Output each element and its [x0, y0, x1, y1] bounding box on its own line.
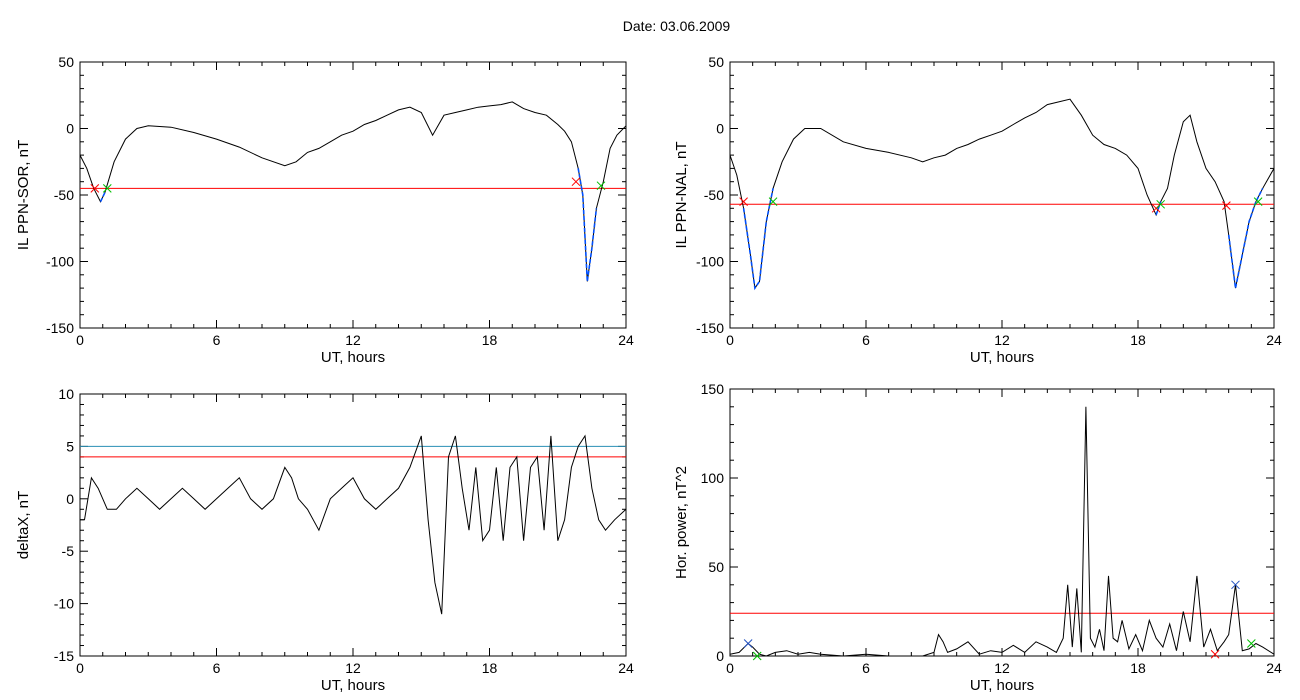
x-tick-label: 18 [482, 332, 498, 348]
event-marker-start [90, 183, 100, 193]
marker-stroke [1231, 580, 1240, 590]
y-tick-label: -5 [62, 543, 75, 559]
series-line [79, 101, 627, 282]
x-tick-label: 18 [1130, 332, 1146, 348]
event-segment [99, 191, 106, 203]
event-marker-peak [1231, 580, 1240, 590]
x-tick-label: 24 [1266, 660, 1282, 676]
x-tick-label: 12 [345, 332, 361, 348]
x-axis-label: UT, hours [321, 677, 385, 694]
marker-stroke [90, 183, 100, 193]
x-tick-label: 6 [862, 332, 870, 348]
marker-stroke [752, 651, 762, 661]
x-axis-label: UT, hours [970, 349, 1034, 366]
y-tick-label: -50 [54, 187, 74, 203]
plot-frame [729, 61, 1275, 329]
plot-frame [79, 61, 627, 329]
y-tick-label: 100 [701, 470, 725, 486]
page-title: Date: 03.06.2009 [622, 18, 731, 34]
y-tick-label: 0 [716, 648, 724, 664]
marker-stroke [571, 177, 581, 187]
event-marker-peak [743, 639, 753, 648]
y-tick-label: 0 [66, 121, 74, 137]
chart-deltax: 0 6 12 18 24 -15 -10 -5 0 5 10 UT, hours deltaX, nT [15, 386, 634, 694]
event-segment [742, 188, 774, 291]
y-tick-label: 0 [716, 121, 724, 137]
y-tick-label: -150 [696, 320, 724, 336]
y-axis-label: IL PPN-NAL, nT [673, 142, 690, 249]
marker-stroke [1210, 649, 1220, 659]
x-tick-label: 6 [213, 332, 221, 348]
chart-hor-power: 0 6 12 18 24 0 50 100 150 UT, hours Hor. power, nT… [673, 381, 1282, 694]
x-tick-label: 24 [618, 332, 634, 348]
x-tick-label: 18 [482, 660, 498, 676]
series-line [80, 434, 627, 615]
y-tick-label: 0 [66, 491, 74, 507]
y-tick-label: 50 [58, 54, 74, 70]
x-tick-label: 0 [726, 332, 734, 348]
event-marker-end [1246, 639, 1256, 648]
x-tick-label: 0 [76, 660, 84, 676]
y-axis-label: IL PPN-SOR, nT [15, 140, 32, 250]
y-tick-label: -15 [54, 648, 74, 664]
y-axis-label: Hor. power, nT^2 [673, 466, 690, 579]
event-marker-end [596, 181, 606, 191]
x-tick-label: 0 [76, 332, 84, 348]
y-tick-label: -100 [696, 254, 724, 270]
x-tick-label: 12 [994, 660, 1010, 676]
y-tick-label: 5 [66, 438, 74, 454]
y-tick-label: -50 [704, 187, 724, 203]
x-tick-label: 0 [726, 660, 734, 676]
event-segment [1227, 187, 1264, 289]
event-marker-end [1253, 197, 1263, 207]
event-marker-start [1222, 201, 1231, 210]
marker-stroke [1253, 197, 1263, 207]
y-tick-label: -150 [46, 320, 74, 336]
y-tick-label: 50 [708, 559, 724, 575]
event-marker-end [102, 183, 112, 193]
event-marker-start [739, 197, 748, 207]
marker-stroke [1222, 201, 1231, 210]
x-tick-label: 12 [994, 332, 1010, 348]
marker-stroke [1246, 639, 1256, 648]
x-tick-label: 18 [1130, 660, 1146, 676]
series-line [729, 98, 1275, 290]
event-marker-end [768, 197, 778, 207]
marker-stroke [102, 183, 112, 193]
event-marker-start [571, 177, 581, 187]
marker-stroke [596, 181, 606, 191]
event-marker-end [1156, 199, 1166, 209]
marker-stroke [743, 639, 753, 648]
x-tick-label: 6 [862, 660, 870, 676]
x-tick-label: 6 [213, 660, 221, 676]
event-segment [1155, 201, 1162, 216]
series-line [729, 406, 1275, 657]
marker-stroke [1156, 199, 1166, 209]
marker-stroke [768, 197, 778, 207]
y-tick-label: -10 [54, 596, 74, 612]
chart-ppn-nal: 0 6 12 18 24 -150 -100 -50 0 50 UT, hours IL PPN-NA… [673, 54, 1282, 366]
y-tick-label: -100 [46, 254, 74, 270]
y-tick-label: 50 [708, 54, 724, 70]
chart-ppn-sor: 0 6 12 18 24 -150 -100 -50 0 50 UT, hours IL PPN-SO… [15, 54, 634, 366]
y-tick-label: 10 [58, 386, 74, 402]
marker-stroke [739, 197, 748, 207]
event-marker-start [1210, 649, 1220, 659]
x-tick-label: 12 [345, 660, 361, 676]
x-tick-label: 24 [618, 660, 634, 676]
y-axis-label: deltaX, nT [15, 491, 32, 559]
x-axis-label: UT, hours [321, 349, 385, 366]
x-axis-label: UT, hours [970, 677, 1034, 694]
x-tick-label: 24 [1266, 332, 1282, 348]
event-marker-end [752, 651, 762, 661]
y-tick-label: 150 [701, 381, 725, 397]
